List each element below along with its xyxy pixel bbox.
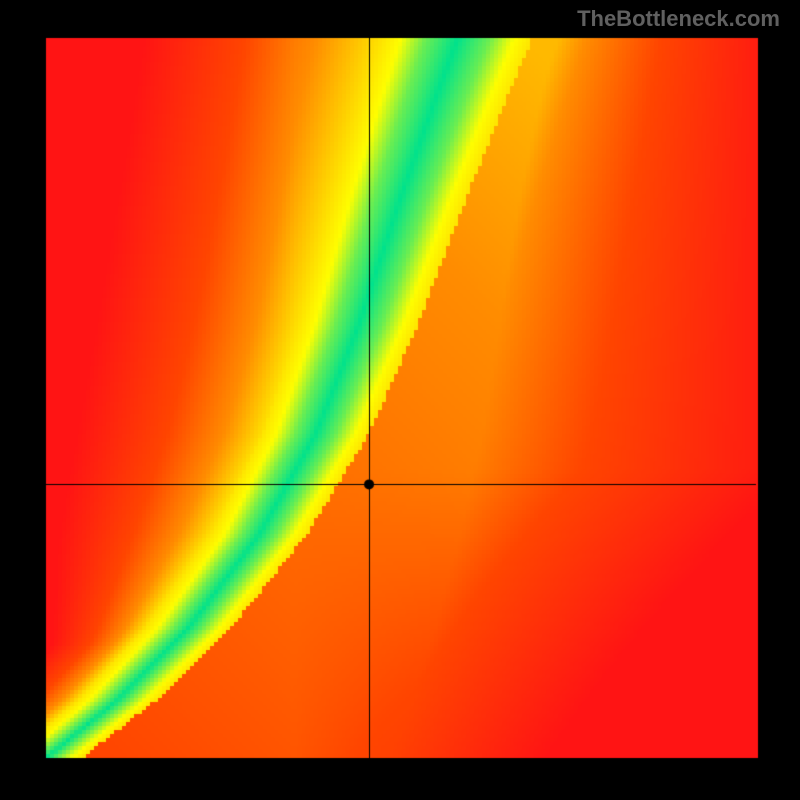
- chart-container: TheBottleneck.com: [0, 0, 800, 800]
- heatmap-canvas: [0, 0, 800, 800]
- watermark-text: TheBottleneck.com: [577, 6, 780, 32]
